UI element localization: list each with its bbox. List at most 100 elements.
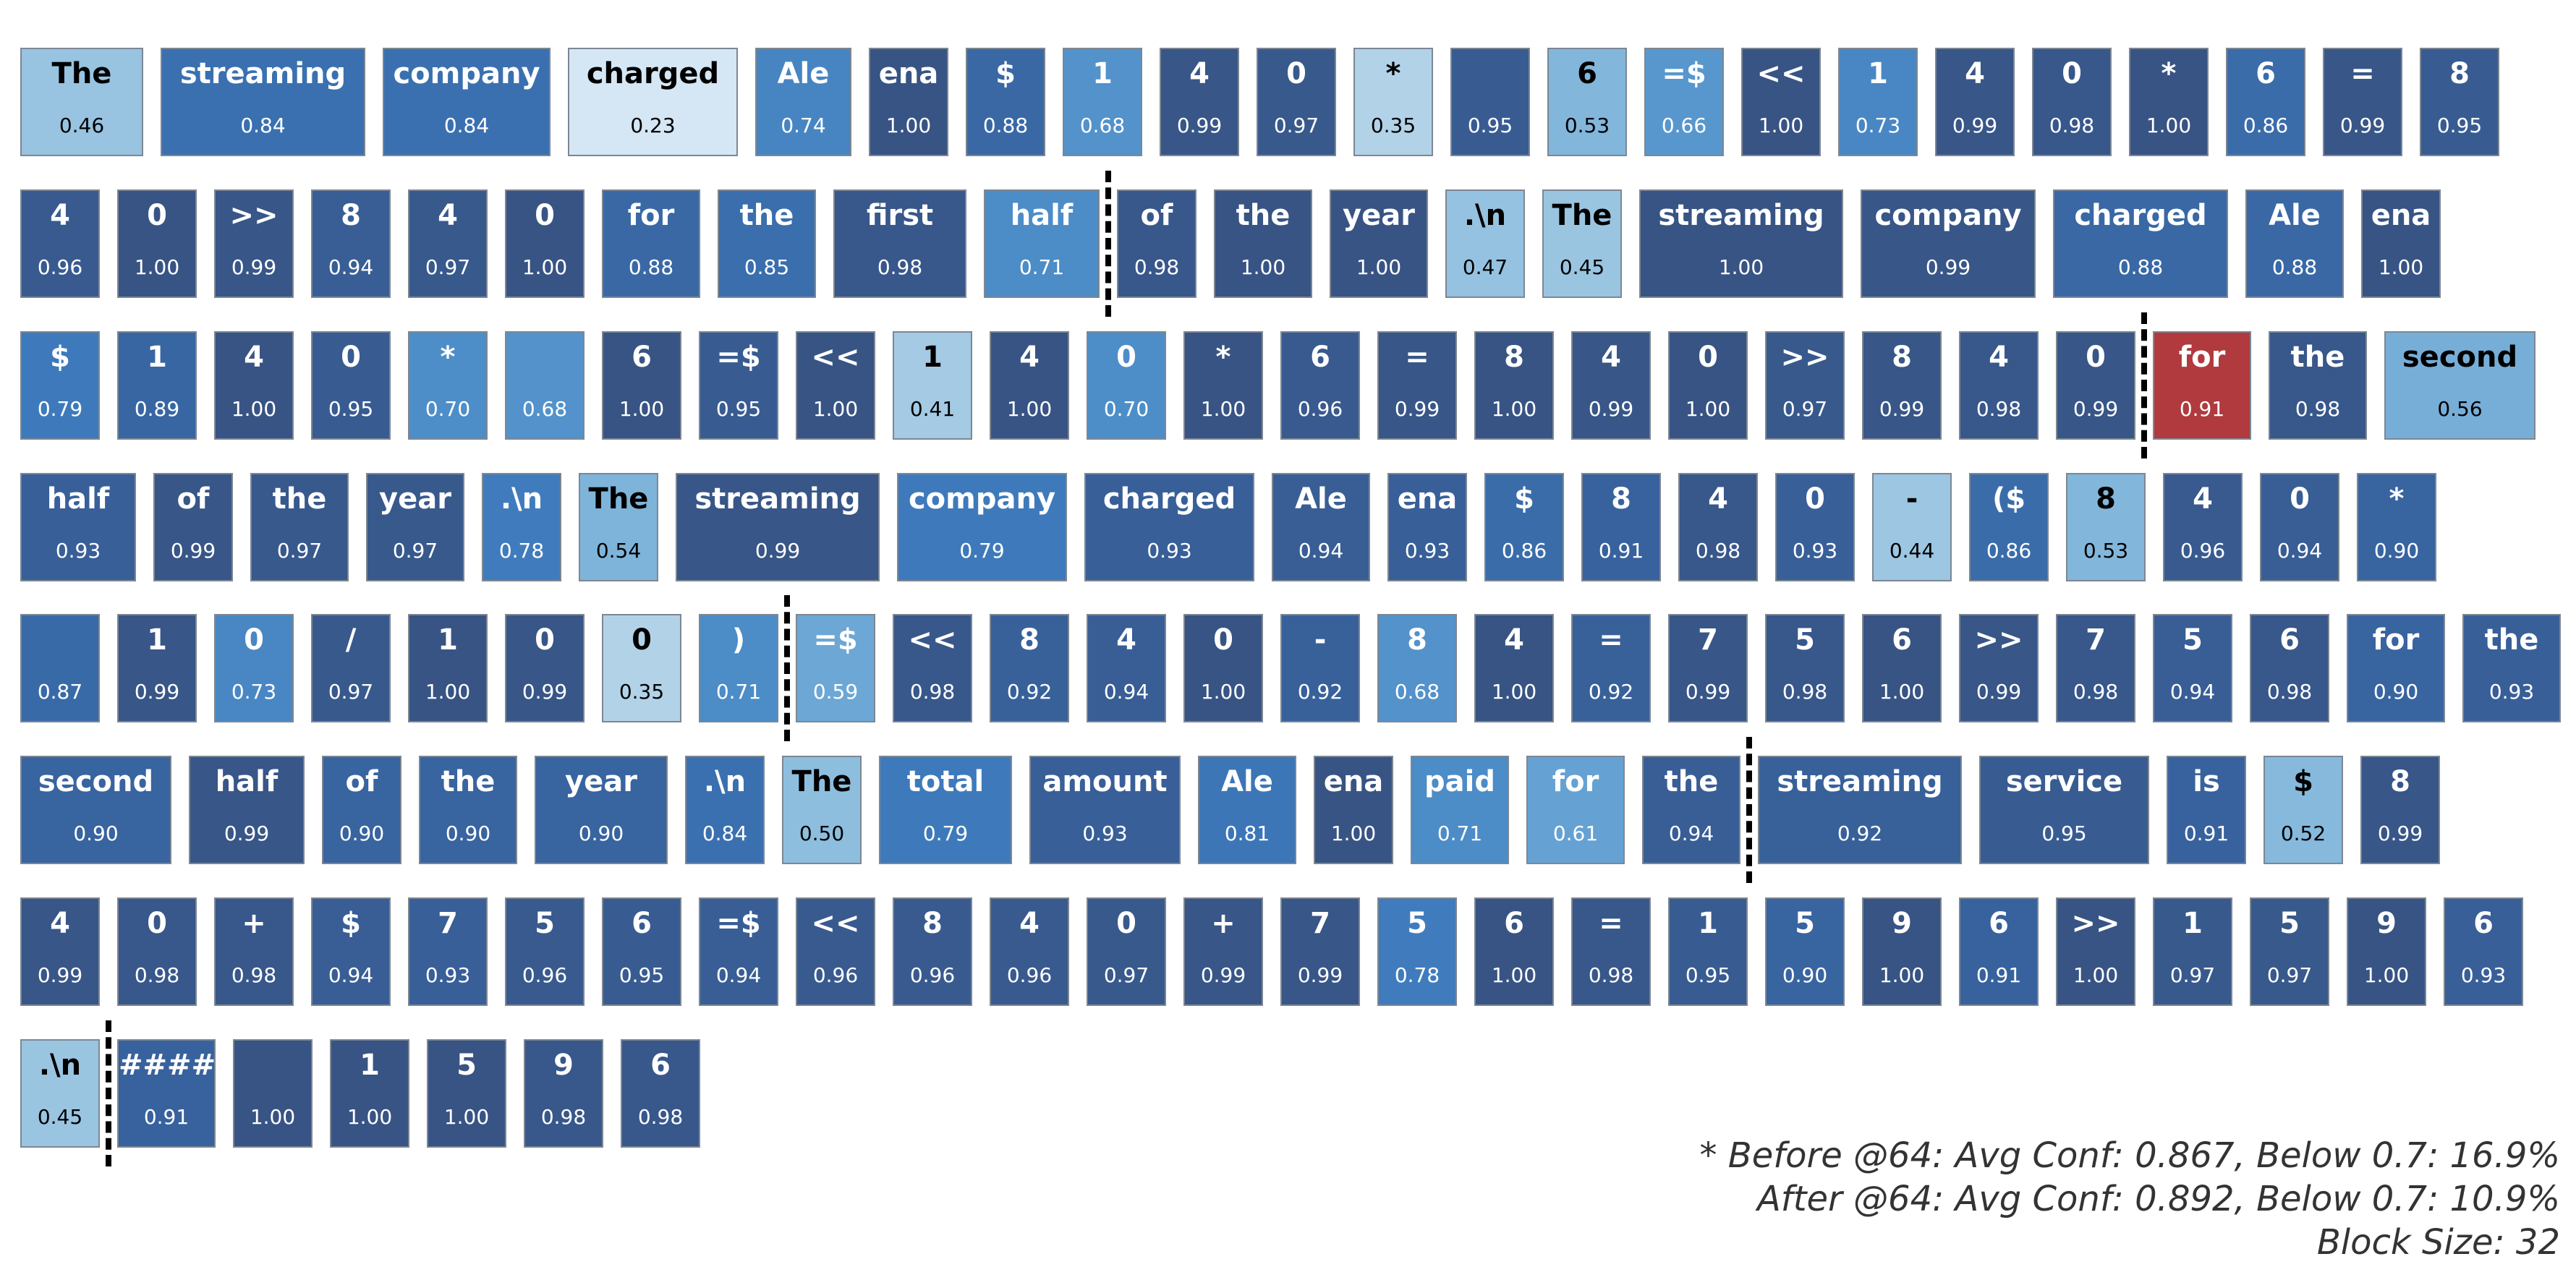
token-text: 4 [1504, 623, 1524, 657]
token-text: 0 [147, 907, 167, 940]
token-box: half 0.93 [20, 473, 136, 581]
token-text: 7 [438, 907, 458, 940]
token-confidence: 0.99 [1685, 680, 1731, 704]
token-confidence: 0.84 [702, 822, 748, 845]
token-confidence: 0.90 [2373, 680, 2419, 704]
token-text: total [906, 765, 985, 798]
token-box: ($ 0.86 [1969, 473, 2049, 581]
token-confidence: 0.99 [2339, 114, 2386, 137]
token-text: >> [2071, 907, 2120, 940]
token-confidence: 0.90 [73, 822, 119, 845]
token-box: charged 0.88 [2053, 189, 2228, 298]
token-box: company 0.79 [897, 473, 1067, 581]
token-text: year [1343, 199, 1415, 232]
token-confidence: 0.98 [134, 963, 180, 987]
token-confidence: 0.99 [754, 539, 801, 563]
token-confidence: 0.35 [1370, 114, 1416, 137]
token-box: The 0.54 [579, 473, 658, 581]
token-box: 4 0.96 [20, 189, 100, 298]
token-text: = [1599, 907, 1623, 940]
token-box: 7 0.98 [2056, 614, 2135, 722]
token-text: 4 [1965, 57, 1985, 90]
token-text: 1 [360, 1049, 380, 1082]
token-confidence: 0.79 [922, 822, 969, 845]
token-confidence: 0.97 [1273, 114, 1319, 137]
token-text: half [215, 765, 279, 798]
token-box: company 0.99 [1861, 189, 2036, 298]
token-text: ena [1397, 482, 1458, 516]
token-box: 8 0.68 [1377, 614, 1457, 722]
token-text: 1 [922, 341, 943, 374]
token-box: 4 1.00 [990, 331, 1069, 440]
token-confidence: 0.98 [1134, 255, 1180, 279]
token-confidence: 0.46 [59, 114, 105, 137]
token-box: 6 0.93 [2444, 897, 2523, 1006]
token-box: #### 0.91 [117, 1039, 216, 1148]
token-text: ena [2371, 199, 2431, 232]
token-box: 6 0.86 [2226, 48, 2305, 156]
token-box: 8 0.53 [2066, 473, 2146, 581]
token-confidence: 0.95 [2436, 114, 2483, 137]
token-text: 8 [1504, 341, 1524, 374]
token-confidence: 0.94 [1298, 539, 1344, 563]
token-text: 6 [2279, 623, 2300, 657]
token-confidence: 0.96 [1006, 963, 1053, 987]
token-box: Ale 0.94 [1272, 473, 1370, 581]
token-box: 9 1.00 [2347, 897, 2426, 1006]
token-box: .\n 0.84 [685, 756, 765, 864]
token-confidence: 0.98 [231, 963, 277, 987]
token-box: +0.99 [1183, 897, 1263, 1006]
token-confidence: 0.79 [959, 539, 1005, 563]
token-confidence: 0.98 [877, 255, 923, 279]
token-confidence: 0.96 [37, 255, 83, 279]
token-box: second 0.90 [20, 756, 171, 864]
token-text: 4 [1708, 482, 1728, 516]
token-confidence: 0.98 [540, 1105, 587, 1129]
token-box: Ale 0.74 [755, 48, 851, 156]
token-confidence: 0.97 [1103, 963, 1149, 987]
token-box: 0 1.00 [505, 189, 585, 298]
token-confidence: 1.00 [2363, 963, 2410, 987]
token-confidence: 0.95 [715, 397, 762, 421]
token-confidence: 0.98 [2049, 114, 2095, 137]
token-text: 0 [1286, 57, 1306, 90]
token-confidence: 0.99 [1176, 114, 1223, 137]
token-box: the 0.97 [250, 473, 349, 581]
token-text: =$ [1662, 57, 1706, 90]
token-confidence: 0.89 [134, 397, 180, 421]
token-box: >> 0.99 [214, 189, 294, 298]
token-confidence: 0.78 [1394, 963, 1440, 987]
token-confidence: 1.00 [1685, 397, 1731, 421]
token-text: 0 [1213, 623, 1233, 657]
token-box: year 0.97 [366, 473, 464, 581]
token-text: Ale [2269, 199, 2321, 232]
token-text: 0 [147, 199, 167, 232]
token-box: year 0.90 [535, 756, 668, 864]
token-text: 8 [1407, 623, 1427, 657]
token-confidence: 0.97 [2266, 963, 2313, 987]
token-confidence: 0.84 [240, 114, 286, 137]
token-box: * 0.35 [1353, 48, 1433, 156]
token-confidence: 0.94 [2277, 539, 2323, 563]
token-text: + [242, 907, 266, 940]
token-confidence: 0.74 [781, 114, 826, 137]
block-separator [1105, 171, 1111, 317]
token-confidence: 0.79 [37, 397, 83, 421]
token-text: The [1552, 199, 1612, 232]
token-confidence: 0.91 [2183, 822, 2229, 845]
token-box: first 0.98 [833, 189, 966, 298]
token-text: >> [1780, 341, 1829, 374]
token-confidence: 0.99 [1200, 963, 1246, 987]
token-text: streaming [1777, 765, 1943, 798]
token-text: .\n [500, 482, 543, 516]
token-text: 0 [2086, 341, 2106, 374]
token-text: 0 [1805, 482, 1825, 516]
token-confidence: 0.90 [339, 822, 385, 845]
token-text: 5 [535, 907, 555, 940]
token-confidence: 0.99 [1952, 114, 1998, 137]
token-text: 1 [1698, 907, 1718, 940]
token-box: 0 0.99 [505, 614, 585, 722]
token-text: << [908, 623, 957, 657]
token-box: .\n 0.78 [482, 473, 561, 581]
